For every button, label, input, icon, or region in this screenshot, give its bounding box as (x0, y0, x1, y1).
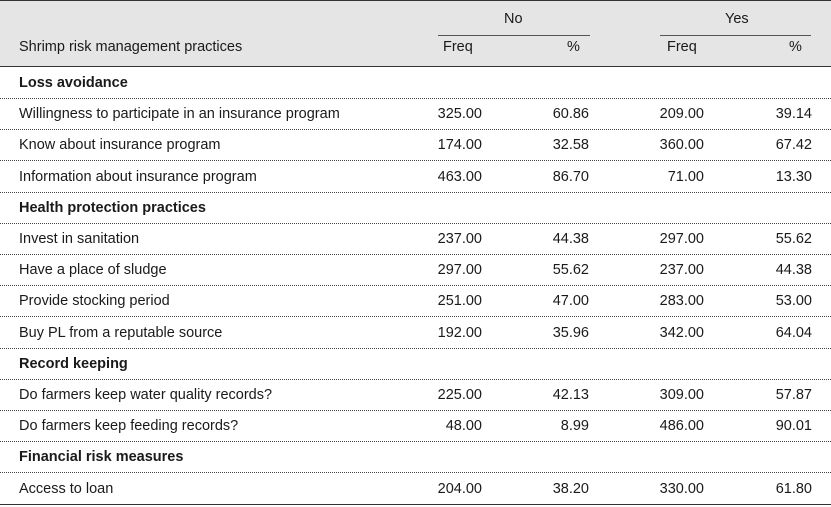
cell-pct-yes: 90.01 (775, 418, 812, 435)
cell-pct-yes: 64.04 (775, 324, 812, 341)
row-label: Do farmers keep feeding records? (19, 418, 239, 435)
header-first-column: Shrimp risk management practices (19, 39, 243, 55)
cell-freq-no: 225.00 (437, 387, 482, 403)
table-row: Provide stocking period 251.00 47.00 283.00… (0, 286, 831, 318)
cell-freq-yes: 297.00 (659, 231, 704, 247)
row-label: Provide stocking period (19, 293, 170, 310)
section-label: Health protection practices (19, 199, 206, 216)
cell-pct-no: 32.58 (552, 137, 589, 154)
section-row: Record keeping (0, 349, 831, 380)
cell-freq-no: 463.00 (437, 168, 482, 185)
group-no-underline (438, 35, 590, 36)
cell-freq-no: 204.00 (437, 480, 482, 497)
cell-pct-no: 8.99 (560, 418, 589, 435)
cell-pct-yes: 55.62 (775, 231, 812, 247)
row-label: Access to loan (19, 480, 114, 497)
cell-pct-no: 86.70 (552, 168, 589, 185)
cell-freq-yes: 486.00 (659, 418, 704, 435)
table-row: Know about insurance program 174.00 32.58 3… (0, 130, 831, 162)
cell-pct-yes: 53.00 (775, 293, 812, 310)
cell-pct-no: 44.38 (552, 231, 589, 247)
table-header: Shrimp risk management practices No Yes … (0, 0, 831, 67)
table-row: Access to loan 204.00 38.20 330.00 61.80 (0, 474, 831, 505)
cell-freq-no: 297.00 (437, 262, 482, 279)
cell-freq-yes: 330.00 (659, 480, 704, 497)
row-label: Willingness to participate in an insuran… (19, 106, 340, 123)
cell-freq-yes: 209.00 (659, 106, 704, 123)
header-pct-no: % (567, 39, 580, 55)
section-row: Loss avoidance (0, 68, 831, 99)
group-yes-underline (660, 35, 811, 36)
section-row: Health protection practices (0, 193, 831, 224)
row-label: Know about insurance program (19, 137, 221, 154)
section-label: Financial risk measures (19, 449, 184, 466)
cell-pct-yes: 13.30 (775, 168, 812, 185)
cell-pct-no: 42.13 (552, 387, 589, 403)
cell-pct-yes: 39.14 (775, 106, 812, 123)
cell-pct-no: 60.86 (552, 106, 589, 123)
table-row: Do farmers keep feeding records? 48.00 8.9… (0, 411, 831, 443)
cell-freq-yes: 360.00 (659, 137, 704, 154)
header-freq-yes: Freq (667, 39, 697, 55)
cell-freq-no: 48.00 (445, 418, 482, 435)
header-group-yes: Yes (725, 11, 749, 27)
cell-pct-yes: 67.42 (775, 137, 812, 154)
cell-freq-no: 237.00 (437, 231, 482, 247)
section-row: Financial risk measures (0, 442, 831, 474)
cell-freq-yes: 71.00 (667, 168, 704, 185)
cell-pct-yes: 44.38 (775, 262, 812, 279)
table-row: Invest in sanitation 237.00 44.38 297.00 55.… (0, 224, 831, 255)
table-row: Buy PL from a reputable source 192.00 35.9… (0, 318, 831, 349)
cell-pct-yes: 61.80 (775, 480, 812, 497)
cell-freq-no: 192.00 (437, 324, 482, 341)
cell-freq-no: 251.00 (437, 293, 482, 310)
row-label: Invest in sanitation (19, 231, 140, 247)
header-pct-yes: % (789, 39, 802, 55)
cell-freq-yes: 342.00 (659, 324, 704, 341)
table-row: Willingness to participate in an insuran… (0, 99, 831, 131)
section-label: Record keeping (19, 355, 128, 372)
table-row: Have a place of sludge 297.00 55.62 237.00 4… (0, 255, 831, 287)
cell-pct-yes: 57.87 (775, 387, 812, 403)
row-label: Information about insurance program (19, 168, 257, 185)
cell-pct-no: 55.62 (552, 262, 589, 279)
cell-pct-no: 35.96 (552, 324, 589, 341)
row-label: Do farmers keep water quality records? (19, 387, 273, 403)
header-freq-no: Freq (443, 39, 473, 55)
table-row: Information about insurance program 463.0… (0, 162, 831, 193)
cell-pct-no: 38.20 (552, 480, 589, 497)
header-group-no: No (504, 11, 523, 27)
cell-freq-no: 174.00 (437, 137, 482, 154)
row-label: Buy PL from a reputable source (19, 324, 223, 341)
cell-freq-yes: 237.00 (659, 262, 704, 279)
cell-freq-no: 325.00 (437, 106, 482, 123)
table-row: Do farmers keep water quality records? 22… (0, 380, 831, 411)
cell-freq-yes: 283.00 (659, 293, 704, 310)
row-label: Have a place of sludge (19, 262, 167, 279)
cell-pct-no: 47.00 (552, 293, 589, 310)
section-label: Loss avoidance (19, 75, 128, 91)
cell-freq-yes: 309.00 (659, 387, 704, 403)
